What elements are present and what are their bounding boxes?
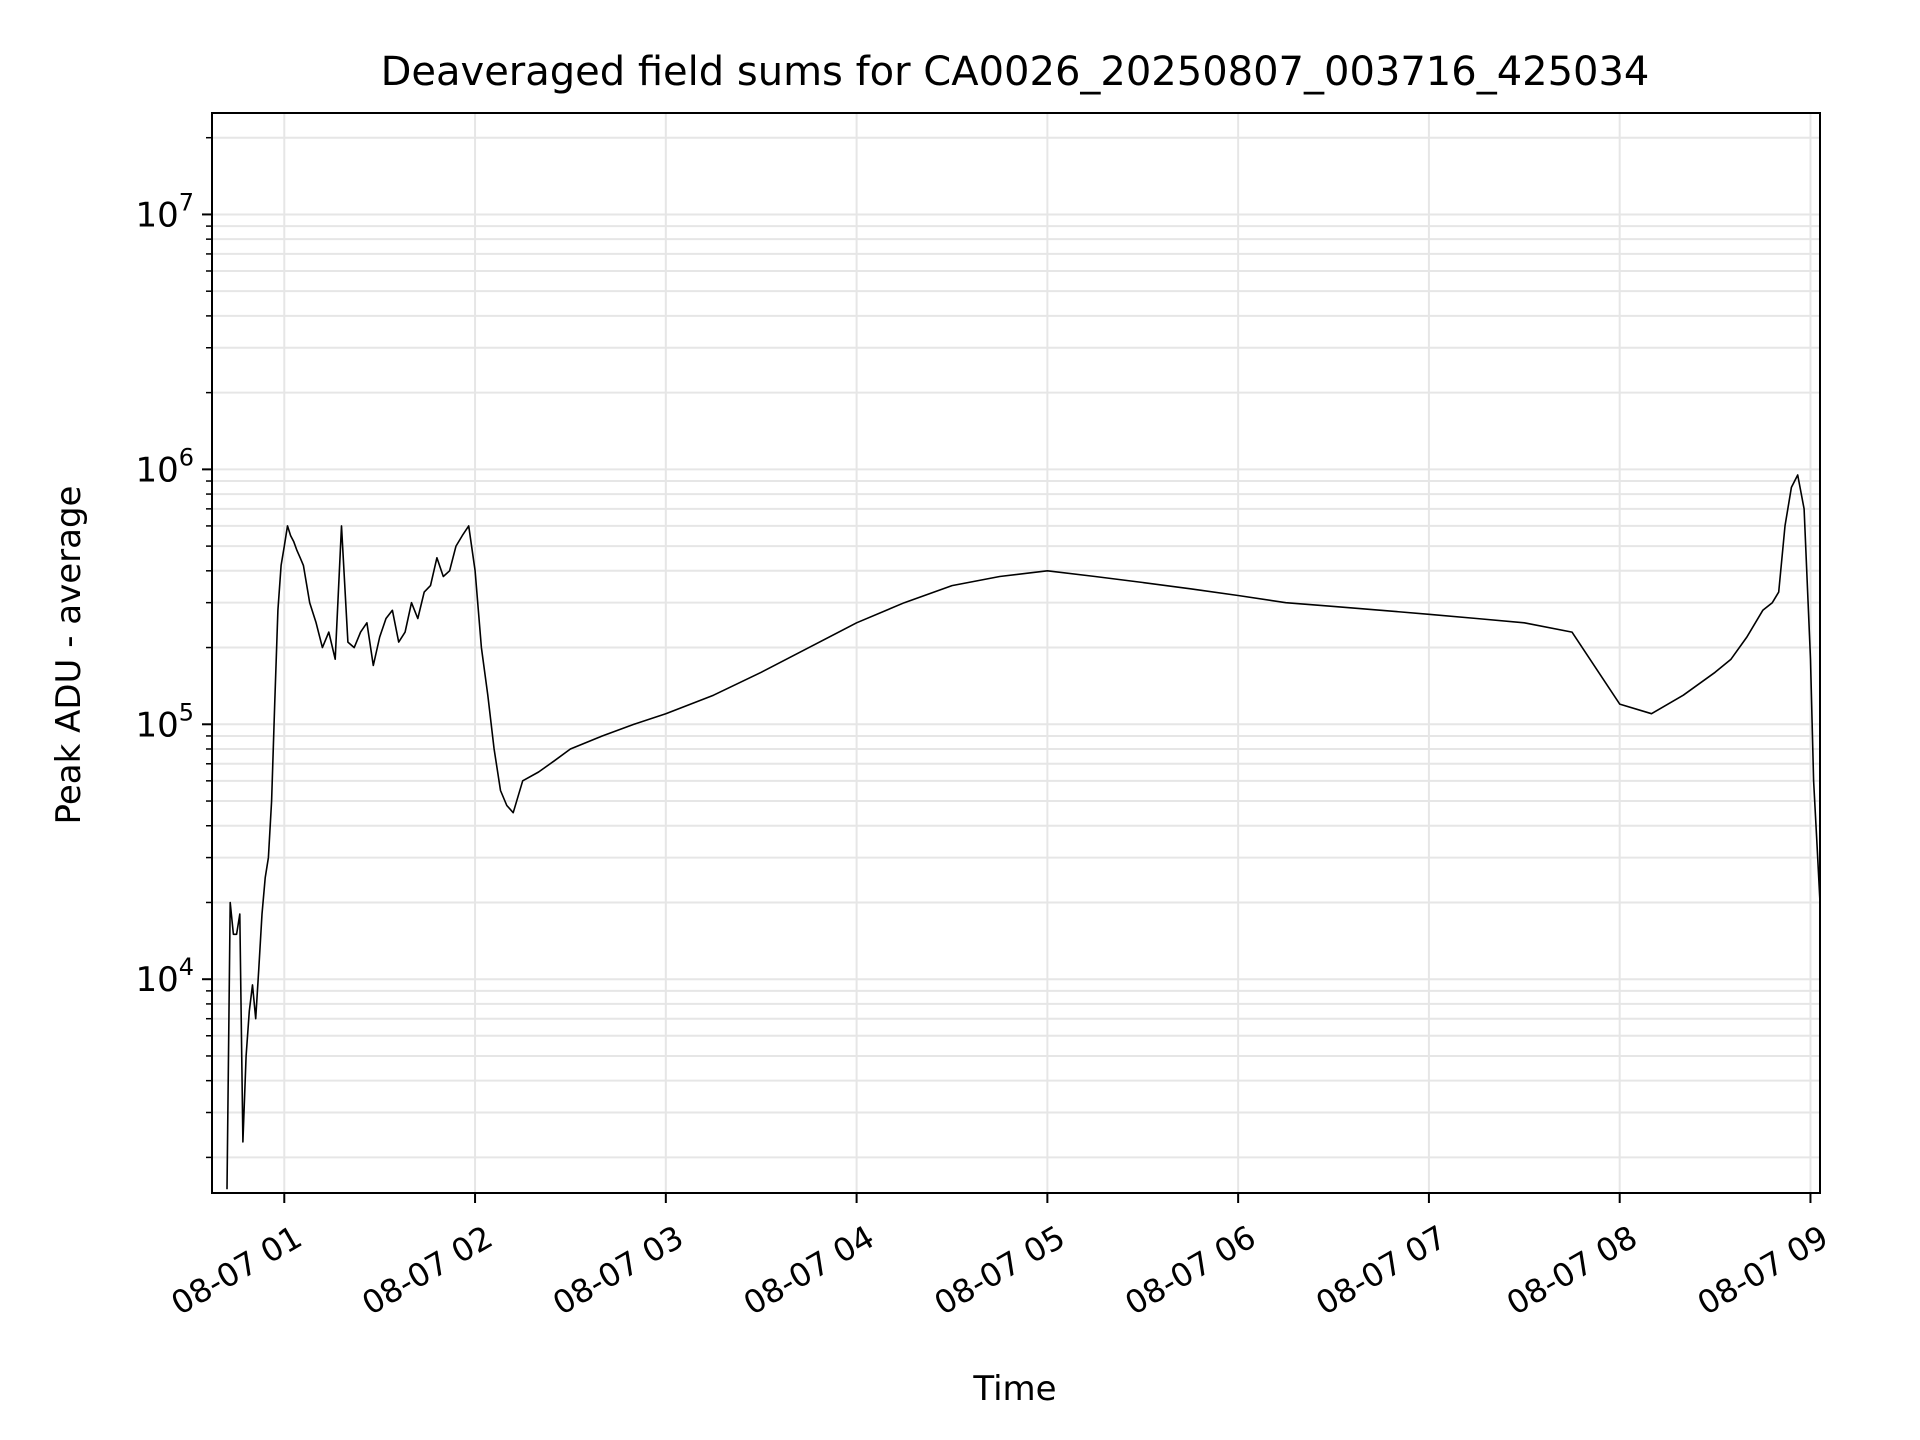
y-tick-label: 107 (135, 188, 194, 235)
series-layer (226, 474, 1821, 1190)
x-axis-label: Time (972, 1369, 1056, 1409)
series-line (226, 474, 1821, 1190)
y-tick-label: 106 (135, 443, 194, 490)
plot-frame (211, 112, 1821, 1194)
y-axis-label: Peak ADU - average (49, 486, 89, 825)
y-tick-label: 105 (135, 698, 194, 745)
chart-title: Deaveraged field sums for CA0026_2025080… (381, 49, 1650, 95)
y-tick-label: 104 (135, 953, 194, 1000)
grid-lines (212, 113, 1820, 1193)
